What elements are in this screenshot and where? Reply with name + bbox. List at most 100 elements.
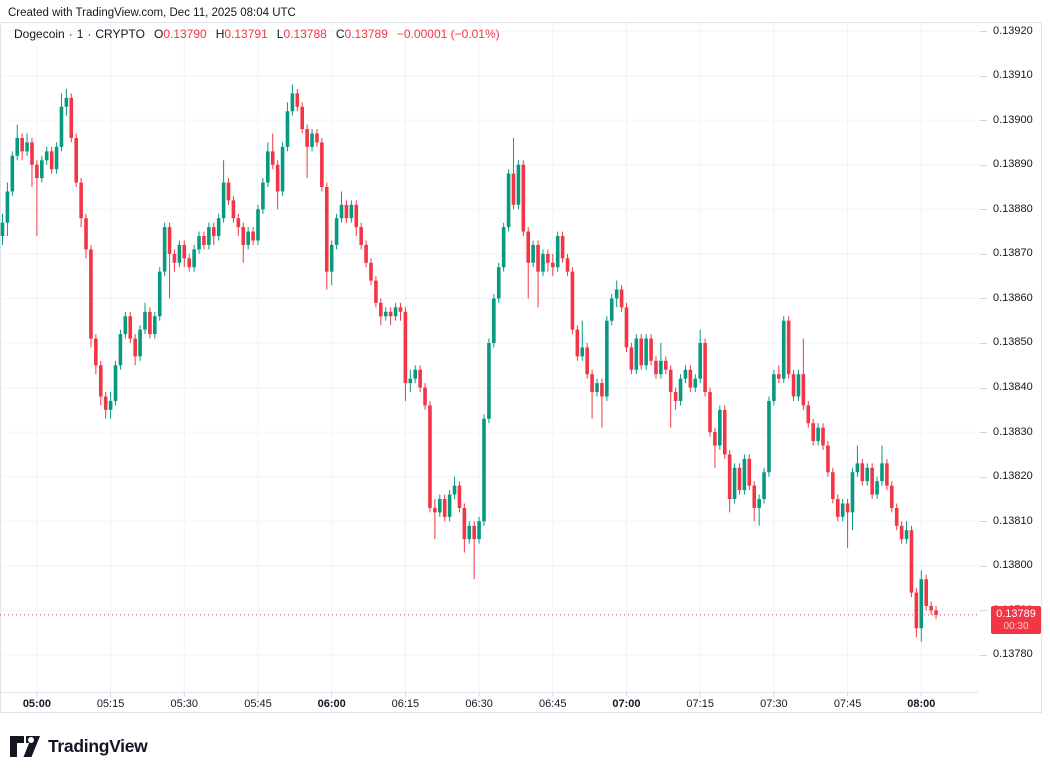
candle-body [192,249,196,268]
candle-body [89,249,93,339]
candle-body [108,400,113,410]
candle-body [261,182,265,210]
candle-body [35,164,39,179]
candle-body [329,244,334,272]
candle-body [708,392,712,433]
candle-body [246,231,250,245]
legend-separator: · [87,27,92,41]
price-tick-mark [980,75,987,77]
open-label: O [153,27,164,41]
candle-body [742,458,747,491]
price-axis-label: 0.13880 [993,202,1033,215]
candle-body [251,231,255,241]
candle-body [472,525,476,540]
price-axis-label: 0.13800 [993,559,1033,572]
price-axis-label: 0.13810 [993,514,1033,527]
candle-body [614,289,619,299]
time-axis-label: 07:30 [760,698,788,710]
candle-body [143,311,147,330]
candle-body [270,151,275,165]
candle-body [393,307,398,317]
candle-body [310,133,314,147]
candle-body [722,409,727,455]
candle-body [133,338,137,357]
candle-body [236,218,241,228]
candle-body [511,173,516,205]
price-tick-mark [980,387,987,389]
candle-body [241,227,246,245]
candle-body [467,525,472,540]
candle-body [521,164,526,232]
price-tick-mark [980,253,987,255]
candle-body [791,374,796,397]
candle-body [526,231,531,263]
candle-body [344,204,349,219]
candle-body [433,507,437,513]
candle-body [890,485,894,508]
candle-body [875,481,879,495]
candle-body [79,182,83,219]
candle-body [447,494,452,517]
candle-body [880,463,884,482]
candle-body [673,392,678,401]
time-axis-label: 06:30 [465,698,493,710]
price-axis-label: 0.13840 [993,381,1033,394]
candle-body [747,458,752,486]
candle-body [216,218,221,237]
candle-body [128,316,133,339]
tradingview-logo-text: TradingView [48,736,148,756]
time-axis-label: 05:00 [22,698,51,710]
candle-body [256,209,260,241]
candle-body [324,186,329,272]
candle-body [339,204,344,219]
candle-body [167,227,172,254]
candle-body [379,302,383,317]
price-axis[interactable]: 0.13920 0.13910 0.13900 0.13890 0.13880 0.138… [980,22,1050,713]
candle-body [462,507,467,540]
current-price-value: 0.13789 [996,608,1036,620]
candlestick-chart[interactable] [0,0,980,713]
candle-body [546,253,550,263]
candle-body [835,498,840,517]
candle-body [226,182,231,201]
candle-body [899,525,904,540]
candle-body [698,342,702,379]
candle-body [909,530,914,593]
candle-body [59,106,64,147]
candle-body [634,338,639,370]
price-axis-label: 0.13780 [993,648,1033,661]
candle-body [84,218,88,250]
tradingview-logo[interactable]: TradingView [10,736,148,757]
candle-body [649,338,653,361]
candle-body [595,383,599,393]
candle-body [290,93,295,112]
candle-body [487,342,491,419]
change-value: −0.00001 (−0.01%) [396,27,500,41]
candle-body [320,142,324,187]
candle-body [737,467,742,491]
candle-body [5,191,10,223]
time-axis-label: 05:30 [170,698,199,710]
price-axis-label: 0.13830 [993,425,1033,438]
time-axis[interactable]: 05:00 05:15 05:30 05:45 06:00 06:15 06:30 06:45… [0,693,980,713]
candle-body [383,311,388,317]
candle-body [914,592,919,629]
candle-body [885,463,889,486]
candle-body [374,280,378,303]
candle-body [840,503,845,517]
candle-body [442,498,447,517]
candle-body [113,365,118,401]
candle-body [560,236,565,259]
candle-body [118,334,123,366]
time-axis-label: 05:15 [96,698,125,710]
price-axis-label: 0.13860 [993,291,1033,304]
candle-body [437,498,442,513]
candle-body [693,378,698,388]
price-tick-mark [980,342,987,344]
low-value: 0.13788 [283,27,327,41]
candle-body [403,311,408,384]
candle-body [845,503,850,513]
candle-body [683,369,688,379]
candle-body [639,338,644,366]
candle-body [624,307,629,348]
